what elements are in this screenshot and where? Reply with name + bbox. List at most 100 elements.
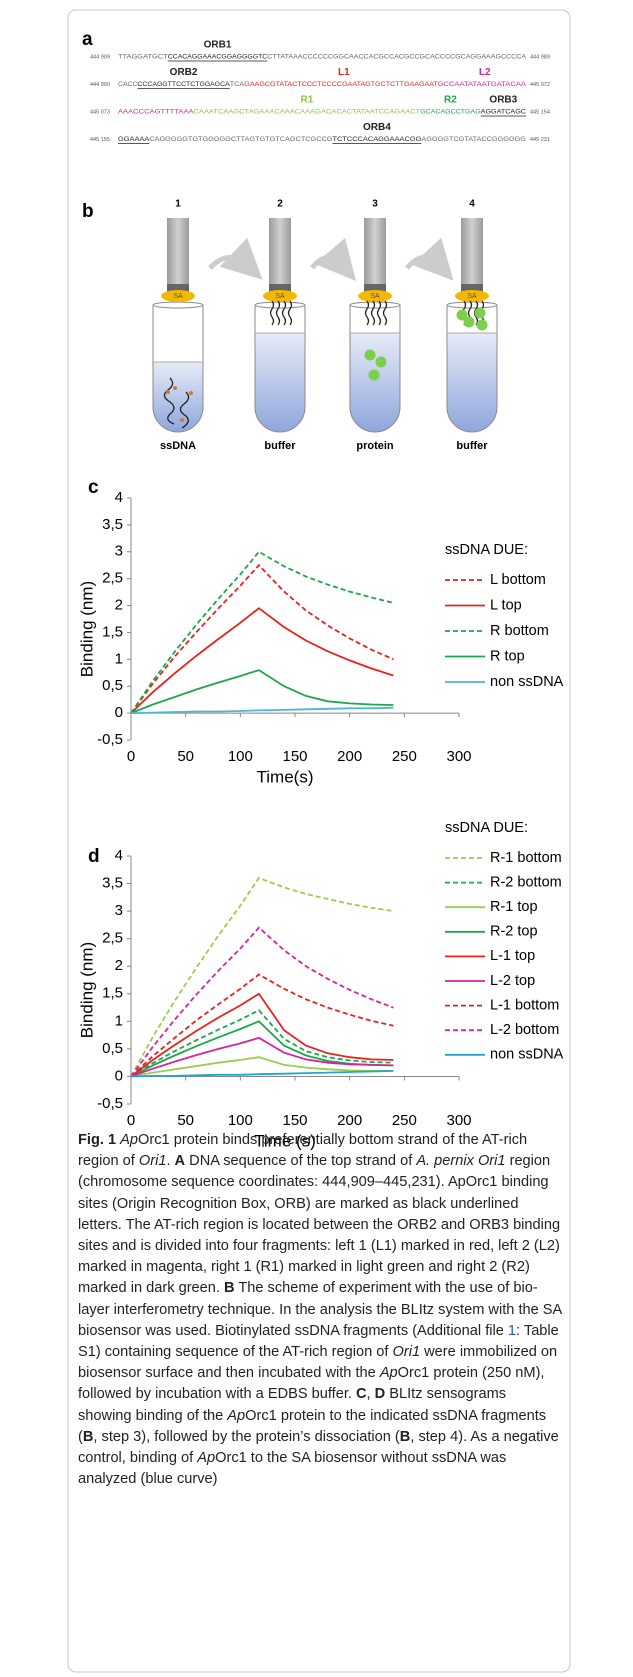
y-tick-label: -0,5 bbox=[97, 731, 123, 748]
sa-label: SA bbox=[467, 293, 477, 300]
caption-run: Ap bbox=[120, 1132, 139, 1148]
legend-label: L bottom bbox=[490, 572, 546, 588]
segment-label: ORB1 bbox=[204, 40, 232, 51]
tube bbox=[152, 305, 204, 433]
caption-run: The scheme of experiment with the use of… bbox=[78, 1280, 562, 1339]
caption-run: Ori1 bbox=[138, 1153, 167, 1170]
tube-liquid bbox=[153, 362, 203, 432]
ssdna-strand bbox=[287, 300, 293, 326]
sequence-segment: CCCAGGTTCCTCTGGAGCA bbox=[137, 81, 230, 88]
sequence-end: 445 154 bbox=[530, 109, 550, 115]
tube-label: buffer bbox=[456, 440, 488, 452]
protein bbox=[375, 356, 387, 368]
sequence-segment: TTAGGATGCT bbox=[118, 54, 168, 61]
sequence-segment: TCA bbox=[230, 81, 245, 88]
ssdna-strand bbox=[275, 300, 281, 326]
tube bbox=[446, 305, 498, 433]
segment-label: ORB3 bbox=[489, 95, 517, 106]
tube bbox=[254, 305, 306, 433]
y-tick-label: 3,5 bbox=[102, 516, 123, 533]
caption-run: Ap bbox=[227, 1407, 246, 1424]
series-line bbox=[130, 563, 394, 714]
x-axis-label: Time (s) bbox=[254, 1131, 316, 1150]
sequence-end: 445 231 bbox=[530, 137, 550, 143]
series-line bbox=[130, 1070, 394, 1078]
step-number: 4 bbox=[469, 199, 475, 210]
series-line bbox=[130, 1036, 394, 1078]
tube-label: protein bbox=[356, 440, 394, 452]
segment-label: ORB2 bbox=[170, 67, 198, 78]
y-tick-label: 0,5 bbox=[102, 1040, 123, 1057]
sensor-rod bbox=[364, 218, 386, 284]
legend-label: R-1 bottom bbox=[490, 850, 562, 866]
legend-label: non ssDNA bbox=[490, 1047, 564, 1063]
figure-border bbox=[67, 9, 571, 1673]
sequence-segment: GCACAGCCTGAG bbox=[420, 109, 480, 116]
sensor-band bbox=[167, 284, 189, 292]
legend-label: L-1 bottom bbox=[490, 997, 559, 1013]
sa-label: SA bbox=[370, 293, 380, 300]
step-number: 3 bbox=[372, 199, 378, 210]
series-line bbox=[130, 1056, 394, 1078]
legend-label: L top bbox=[490, 597, 522, 613]
caption-run: Fig. 1 bbox=[78, 1132, 117, 1148]
sequence-end: 445 072 bbox=[530, 82, 550, 88]
legend-label: R-2 top bbox=[490, 924, 538, 940]
caption-run: Ap bbox=[197, 1450, 216, 1467]
ssdna-strand bbox=[376, 300, 382, 326]
y-tick-label: 0 bbox=[115, 704, 123, 721]
tube-rim bbox=[152, 301, 204, 309]
sequence-segment: CTTATAAACCCCCCGGCAACCACGCCACGCCGCACCCCGC… bbox=[267, 54, 526, 61]
caption-run: , bbox=[366, 1386, 375, 1403]
y-tick-label: 2 bbox=[115, 957, 123, 974]
sensor-band bbox=[461, 284, 483, 292]
y-tick-label: -0,5 bbox=[97, 1095, 123, 1112]
sequence-start: 444 990 bbox=[90, 82, 110, 88]
protein bbox=[463, 316, 475, 328]
x-tick-label: 300 bbox=[446, 748, 471, 765]
caption-run: B bbox=[399, 1428, 411, 1445]
sensor-band bbox=[364, 284, 386, 292]
legend-label: R top bbox=[490, 648, 525, 664]
sequence-start: 445 073 bbox=[90, 109, 110, 115]
legend-label: R-1 top bbox=[490, 899, 538, 915]
step-number: 1 bbox=[175, 199, 181, 210]
caption-run: A. pernix Ori1 bbox=[416, 1153, 506, 1170]
caption-run[interactable]: 1 bbox=[507, 1322, 517, 1339]
series-line bbox=[130, 876, 394, 1077]
caption-run: , step 4). As a negative control, bindin… bbox=[78, 1428, 559, 1467]
caption-run: : Table S1) containing sequence of the A… bbox=[78, 1322, 559, 1361]
segment-label: ORB4 bbox=[363, 122, 391, 133]
tube-label: ssDNA bbox=[160, 440, 196, 452]
legend-label: R bottom bbox=[490, 623, 549, 639]
biotin bbox=[180, 418, 184, 422]
caption-run: were immobilized on biosensor surface an… bbox=[78, 1344, 558, 1382]
tube bbox=[349, 305, 401, 433]
x-tick-label: 150 bbox=[282, 1112, 307, 1129]
sa-layer bbox=[263, 290, 297, 302]
protein bbox=[476, 319, 488, 331]
x-tick-label: 250 bbox=[392, 748, 417, 765]
legend-title: ssDNA DUE: bbox=[445, 820, 528, 836]
protein bbox=[368, 369, 380, 381]
sequence-segment: CCACAGGAAACGGAGGGGTC bbox=[168, 54, 268, 61]
x-tick-label: 150 bbox=[282, 748, 307, 765]
y-tick-label: 2 bbox=[115, 597, 123, 614]
legend-label: L-2 top bbox=[490, 973, 535, 989]
y-tick-label: 2,5 bbox=[102, 570, 123, 587]
sequence-segment: TCTCCCACAGGAAACGG bbox=[332, 136, 421, 143]
tube-liquid bbox=[350, 333, 400, 432]
sequence-segment: CAGGGGGTGTGGGGGCTTAGTGTGTCAGCTCGCCG bbox=[149, 136, 332, 143]
legend-label: L-2 bottom bbox=[490, 1022, 559, 1038]
sa-label: SA bbox=[275, 293, 285, 300]
series-line bbox=[130, 973, 394, 1078]
caption-run: Orc1 to the SA biosensor without ssDNA w… bbox=[78, 1450, 507, 1488]
protein bbox=[474, 307, 486, 319]
y-tick-label: 4 bbox=[115, 489, 123, 506]
biotin bbox=[173, 386, 177, 390]
sequence-segment: AGGGGTCGTATACCGGGGGG bbox=[421, 136, 526, 143]
caption-run: B bbox=[82, 1428, 94, 1445]
panel-label: c bbox=[88, 477, 99, 498]
sequence-segment: GGAAAA bbox=[118, 136, 150, 143]
legend-label: non ssDNA bbox=[490, 674, 564, 690]
